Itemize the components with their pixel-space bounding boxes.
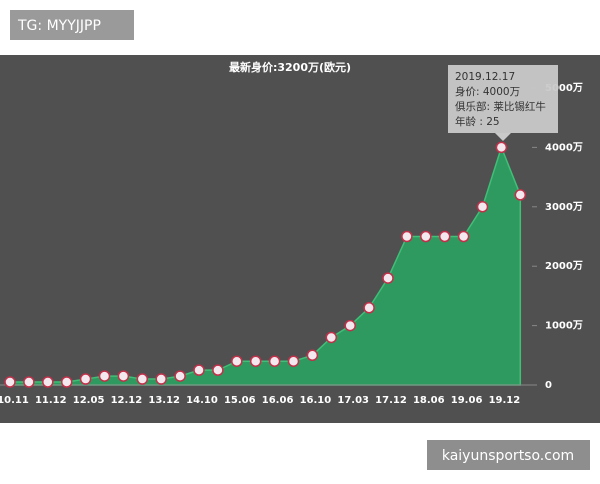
tooltip-box: [448, 65, 558, 133]
marker: [231, 355, 243, 367]
marker: [306, 349, 319, 362]
marker: [4, 376, 16, 388]
marker: [174, 370, 186, 382]
watermark-box: [427, 440, 590, 470]
marker: [155, 373, 167, 385]
tooltip-pointer: [495, 133, 511, 141]
marker: [79, 373, 92, 385]
x-tick-label: 19.12: [489, 395, 521, 406]
marker: [382, 272, 394, 284]
marker: [476, 201, 489, 213]
marker: [249, 355, 262, 367]
x-tick-label: 12.05: [73, 395, 105, 406]
marker: [287, 355, 300, 367]
marker: [420, 230, 432, 243]
watermark: kaiyunsportso.com: [442, 448, 574, 464]
y-tick-label: 1000万: [545, 320, 583, 332]
x-tick-label: 10.11: [0, 395, 29, 406]
marker: [212, 364, 224, 376]
x-tick-label: 15.06: [224, 395, 256, 406]
marker: [117, 370, 130, 382]
marker: [325, 331, 338, 344]
marker: [193, 364, 205, 376]
marker: [344, 319, 356, 332]
x-tick-label: 17.03: [337, 395, 369, 406]
marker: [457, 230, 470, 243]
marker: [60, 376, 73, 388]
marker: [438, 230, 451, 243]
x-tick-label: 16.10: [300, 395, 332, 406]
y-tick-label: 3000万: [545, 201, 583, 213]
marker: [136, 373, 149, 385]
tag-box: [10, 10, 134, 40]
x-tick-label: 13.12: [148, 395, 180, 406]
x-tick-label: 14.10: [186, 395, 218, 406]
chart-title: 最新身价:3200万(欧元): [229, 60, 351, 74]
marker: [514, 189, 527, 201]
x-tick-label: 16.06: [262, 395, 294, 406]
x-tick-label: 12.12: [111, 395, 143, 406]
y-tick-label: 0: [545, 380, 552, 391]
marker: [23, 376, 35, 388]
marker: [363, 302, 375, 314]
marker: [98, 370, 111, 382]
marker: [268, 355, 281, 367]
tag-text: TG: MYYJJPP: [17, 18, 101, 34]
x-tick-label: 18.06: [413, 395, 445, 406]
x-tick-label: 17.12: [375, 395, 407, 406]
y-tick-label: 2000万: [545, 260, 583, 272]
tooltip-line: 2019.12.17: [455, 71, 515, 83]
y-tick-label: 4000万: [545, 141, 583, 153]
x-tick-label: 11.12: [35, 395, 67, 406]
x-tick-label: 19.06: [451, 395, 483, 406]
marker: [401, 230, 413, 243]
tooltip-line: 身价: 4000万: [455, 85, 520, 98]
tooltip-line: 年龄 : 25: [455, 115, 500, 128]
marker: [495, 141, 508, 154]
marker: [42, 376, 54, 388]
tooltip-line: 俱乐部: 莱比锡红牛: [455, 100, 546, 113]
